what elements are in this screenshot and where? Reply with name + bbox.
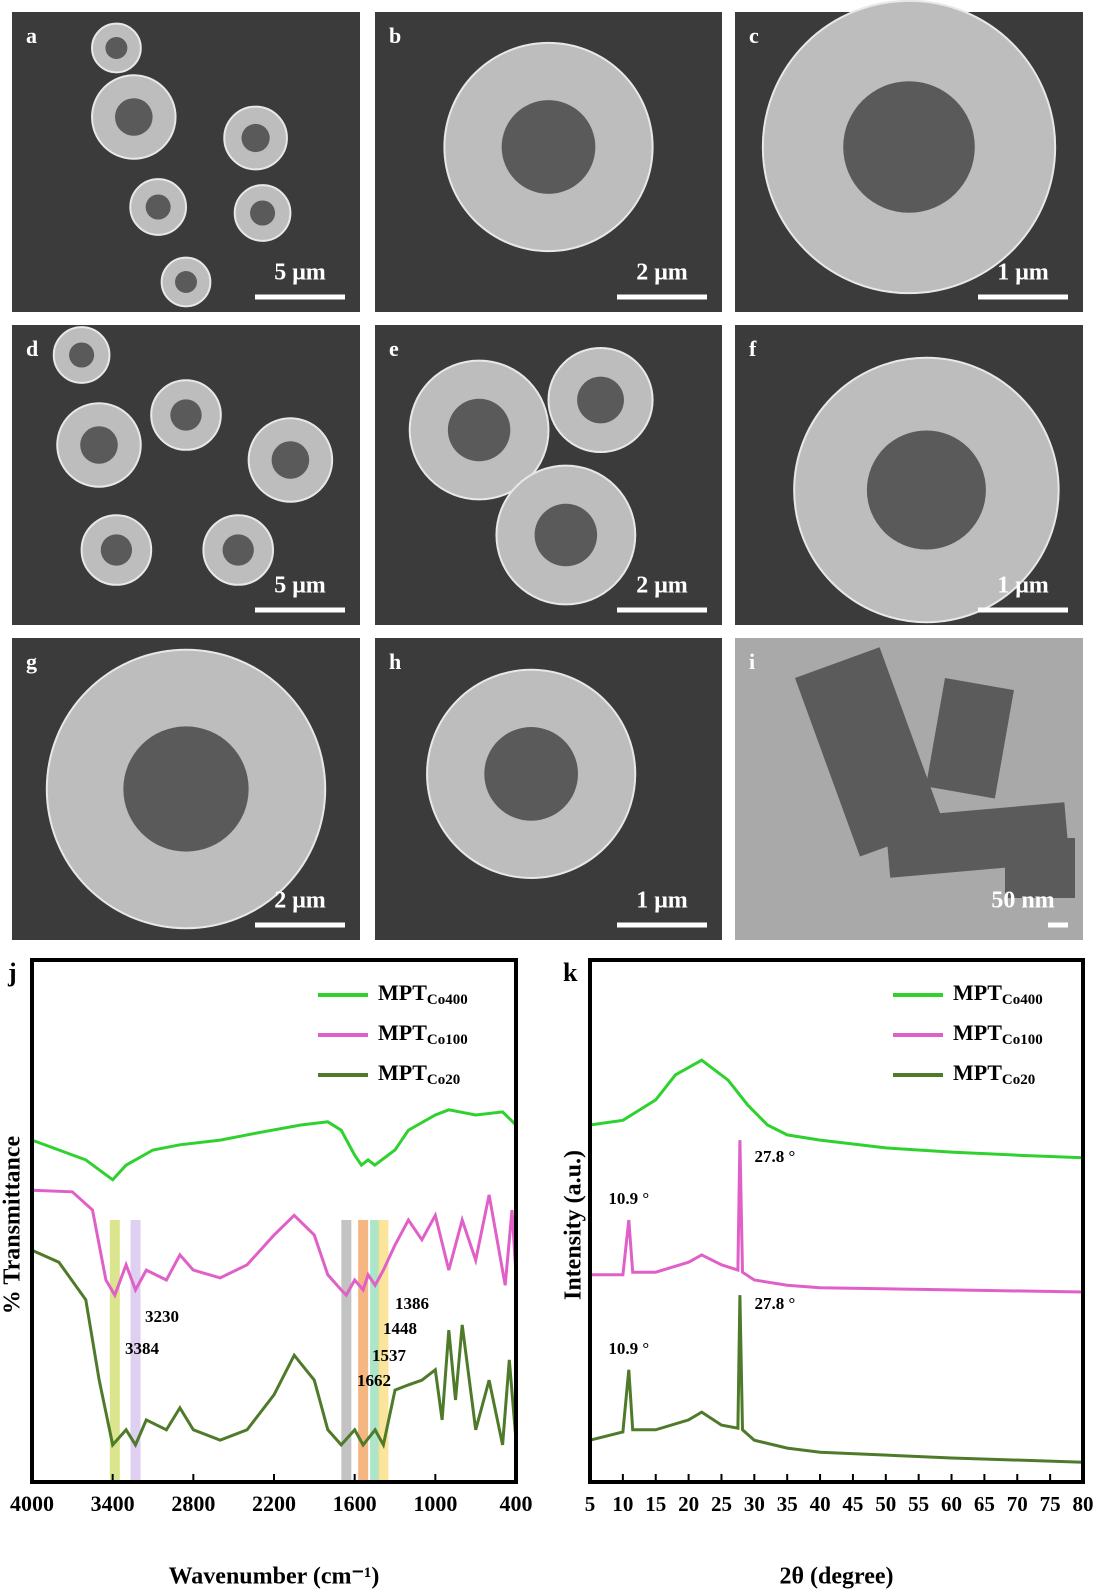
peak-label: 27.8 ° bbox=[754, 1294, 795, 1313]
particle-core bbox=[101, 534, 132, 565]
peak-label: 27.8 ° bbox=[754, 1147, 795, 1166]
legend-label: MPTCo20 bbox=[953, 1060, 1035, 1088]
legend-label: MPTCo400 bbox=[953, 980, 1043, 1008]
scale-label: 5 μm bbox=[274, 573, 326, 599]
particle-core bbox=[577, 377, 624, 424]
band-label: 1386 bbox=[395, 1294, 429, 1313]
x-tick-label: 1600 bbox=[333, 1491, 377, 1516]
band-label: 1537 bbox=[372, 1346, 407, 1365]
panel: c 1 μm bbox=[735, 1, 1083, 312]
x-tick-label: 50 bbox=[875, 1492, 896, 1516]
peak-label: 10.9 ° bbox=[608, 1339, 649, 1358]
x-tick-label: 75 bbox=[1040, 1492, 1061, 1516]
panel-label: a bbox=[26, 23, 37, 48]
figure: a 5 μm b 2 μm c 1 μm d 5 μm e 2 μm f 1 μm g 2 μm h 1 μm… bbox=[0, 0, 1117, 1595]
panel: d 5 μm bbox=[12, 325, 360, 625]
panel: h 1 μm bbox=[375, 638, 722, 940]
x-tick-label: 60 bbox=[941, 1492, 962, 1516]
x-tick-label: 1000 bbox=[413, 1491, 457, 1516]
panel-label: d bbox=[26, 336, 38, 361]
panel-label: i bbox=[749, 649, 755, 674]
x-axis-label: Wavenumber (cm⁻¹) bbox=[169, 1564, 380, 1590]
x-tick-label: 2800 bbox=[171, 1491, 215, 1516]
particle-core bbox=[175, 271, 197, 293]
particle-core bbox=[80, 426, 118, 464]
particle-core bbox=[223, 534, 254, 565]
scale-label: 2 μm bbox=[274, 888, 326, 914]
panel-label: f bbox=[749, 336, 757, 361]
panel: e 2 μm bbox=[375, 325, 722, 625]
particle-core bbox=[535, 504, 597, 566]
series-line bbox=[590, 1140, 1083, 1292]
band-label: 1662 bbox=[357, 1371, 391, 1390]
scale-label: 1 μm bbox=[997, 260, 1049, 286]
particle-core bbox=[69, 342, 94, 367]
x-tick-label: 45 bbox=[842, 1492, 863, 1516]
scale-label: 5 μm bbox=[274, 260, 326, 286]
particle-core bbox=[250, 200, 275, 225]
band-label: 1448 bbox=[383, 1319, 417, 1338]
x-tick-label: 65 bbox=[974, 1492, 995, 1516]
x-tick-label: 70 bbox=[1007, 1492, 1028, 1516]
x-tick-label: 35 bbox=[777, 1492, 798, 1516]
particle-core bbox=[484, 727, 578, 821]
x-tick-label: 5 bbox=[585, 1492, 596, 1516]
legend-label: MPTCo100 bbox=[953, 1020, 1043, 1048]
particle-core bbox=[170, 399, 201, 430]
x-tick-label: 4000 bbox=[10, 1491, 54, 1516]
legend-label: MPTCo100 bbox=[378, 1020, 468, 1048]
x-tick-label: 40 bbox=[810, 1492, 831, 1516]
panel-label: k bbox=[563, 958, 578, 987]
series-line bbox=[32, 1190, 516, 1295]
panel: f 1 μm bbox=[735, 325, 1083, 625]
particle-core bbox=[272, 441, 310, 479]
x-tick-label: 15 bbox=[645, 1492, 666, 1516]
panel-label: c bbox=[749, 23, 759, 48]
x-tick-label: 3400 bbox=[91, 1491, 135, 1516]
x-axis-label: 2θ (degree) bbox=[779, 1564, 893, 1590]
x-tick-label: 55 bbox=[908, 1492, 929, 1516]
scale-label: 2 μm bbox=[636, 260, 688, 286]
particle-core bbox=[123, 726, 248, 851]
particle-core bbox=[105, 37, 127, 59]
y-axis-label: % Transmittance bbox=[0, 1135, 26, 1314]
band-label: 3384 bbox=[125, 1339, 160, 1358]
panel-label: e bbox=[389, 336, 399, 361]
panel-label: h bbox=[389, 649, 401, 674]
panel-label: g bbox=[26, 649, 37, 674]
scale-label: 1 μm bbox=[636, 888, 688, 914]
particle-core bbox=[242, 124, 270, 152]
y-axis-label: Intensity (a.u.) bbox=[561, 1150, 587, 1300]
x-tick-label: 25 bbox=[711, 1492, 732, 1516]
legend-label: MPTCo400 bbox=[378, 980, 468, 1008]
particle-core bbox=[502, 100, 596, 194]
particle-core bbox=[115, 98, 153, 136]
particle-core bbox=[867, 430, 986, 549]
series-line bbox=[590, 1295, 1083, 1462]
x-tick-label: 2200 bbox=[252, 1491, 296, 1516]
scale-label: 50 nm bbox=[991, 888, 1054, 914]
panel: a 5 μm bbox=[12, 12, 360, 312]
legend-label: MPTCo20 bbox=[378, 1060, 460, 1088]
x-tick-label: 20 bbox=[678, 1492, 699, 1516]
x-tick-label: 30 bbox=[744, 1492, 765, 1516]
panel: i 50 nm bbox=[735, 638, 1083, 940]
band-label: 3230 bbox=[145, 1307, 179, 1326]
scale-label: 2 μm bbox=[636, 573, 688, 599]
particle-core bbox=[146, 194, 171, 219]
particle-core bbox=[843, 81, 975, 213]
x-tick-label: 80 bbox=[1073, 1492, 1094, 1516]
panel: b 2 μm bbox=[375, 12, 722, 312]
panel: g 2 μm bbox=[12, 638, 360, 940]
scale-label: 1 μm bbox=[997, 573, 1049, 599]
peak-label: 10.9 ° bbox=[608, 1189, 649, 1208]
panel-label: j bbox=[7, 958, 17, 987]
x-tick-label: 400 bbox=[500, 1491, 533, 1516]
x-tick-label: 10 bbox=[612, 1492, 633, 1516]
particle-core bbox=[448, 399, 510, 461]
series-line bbox=[32, 1110, 516, 1180]
panel-label: b bbox=[389, 23, 401, 48]
